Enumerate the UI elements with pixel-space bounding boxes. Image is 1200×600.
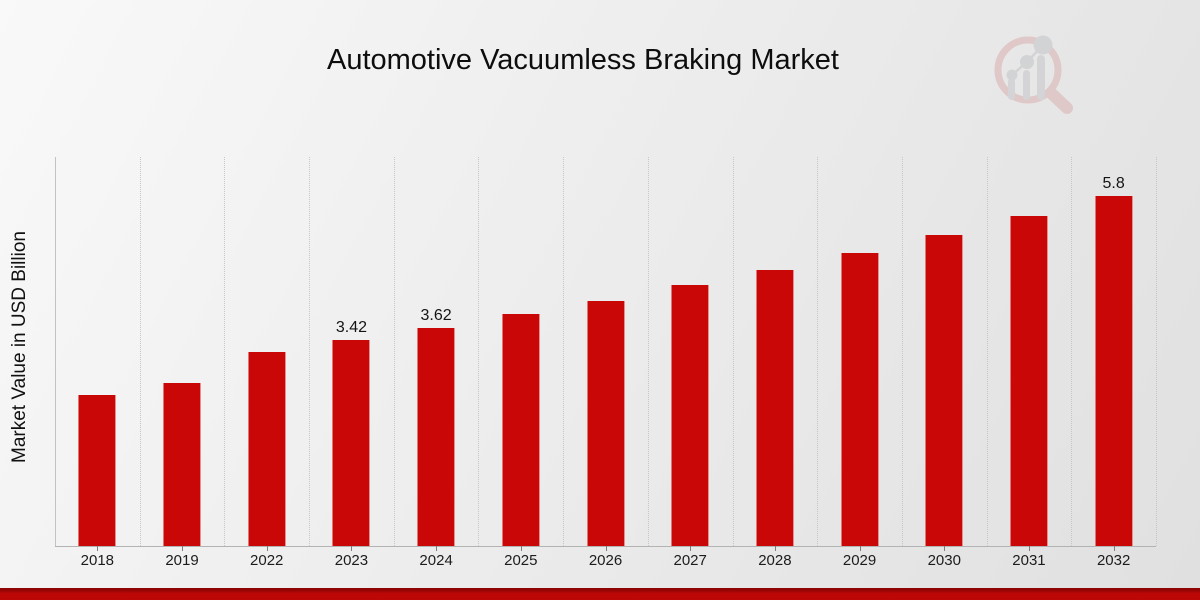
x-tick-label: 2023: [334, 552, 369, 569]
x-tick-label: 2031: [1012, 552, 1046, 569]
bar-value-label: 5.8: [1102, 175, 1125, 193]
gridline: [1071, 157, 1073, 546]
x-tick-label: 2030: [927, 552, 961, 569]
axis-tick: [520, 546, 522, 551]
bar: [501, 314, 540, 546]
bar: [78, 395, 117, 546]
x-tick-label: 2018: [80, 552, 115, 569]
gridline: [986, 157, 988, 546]
x-tick-label: 2022: [250, 552, 284, 569]
axis-tick: [436, 546, 438, 551]
axis-tick: [1113, 546, 1115, 551]
bar: [586, 300, 625, 546]
axis-tick: [97, 546, 99, 551]
axis-tick: [944, 546, 946, 551]
bottom-accent-strip: [0, 588, 1200, 600]
axis-tick: [1028, 546, 1030, 551]
market-research-logo-watermark: [994, 35, 1073, 114]
gridline: [732, 157, 734, 546]
bar: [925, 234, 964, 546]
x-tick-label: 2026: [588, 552, 623, 569]
gridline: [647, 157, 649, 546]
gridline: [309, 157, 311, 546]
axis-tick: [605, 546, 607, 551]
gridline: [901, 157, 903, 546]
gridline: [478, 157, 480, 546]
axis-tick: [351, 546, 353, 551]
gridline: [393, 157, 395, 546]
axis-tick: [690, 546, 692, 551]
y-axis-line: [55, 157, 56, 546]
x-tick-label: 2032: [1096, 552, 1131, 569]
bar: [1009, 216, 1048, 546]
bar: [332, 339, 371, 546]
bar: [1094, 196, 1133, 546]
bar: [755, 269, 794, 546]
axis-tick: [182, 546, 184, 551]
bar-value-label: 3.62: [420, 306, 452, 324]
bar: [671, 285, 710, 546]
x-tick-label: 2019: [165, 552, 199, 569]
bar: [840, 252, 879, 546]
axis-tick: [859, 546, 861, 551]
x-tick-label: 2025: [504, 552, 538, 569]
x-tick-label: 2024: [419, 552, 453, 569]
gridline: [1156, 157, 1157, 546]
axis-tick: [266, 546, 268, 551]
gridline: [563, 157, 565, 546]
magnifier-icon: [994, 36, 1073, 114]
gridline: [224, 157, 226, 546]
x-tick-label: 2027: [673, 552, 707, 569]
x-tick-label: 2028: [758, 552, 792, 569]
bar-growth-icon: [1006, 35, 1053, 100]
x-tick-label: 2029: [842, 552, 877, 569]
bar: [247, 351, 286, 546]
y-axis-title: Market Value in USD Billion: [9, 231, 30, 463]
gridline: [817, 157, 819, 546]
chart-title: Automotive Vacuumless Braking Market: [326, 44, 839, 76]
bar: [163, 382, 202, 546]
plot-area: 2018 2019 2022 3.42 2023 3.62 2024 2025 2026 2027…: [55, 157, 1157, 569]
axis-tick: [774, 546, 776, 551]
gridline: [139, 157, 141, 546]
bar: [417, 327, 456, 546]
bar-value-label: 3.42: [335, 318, 367, 336]
